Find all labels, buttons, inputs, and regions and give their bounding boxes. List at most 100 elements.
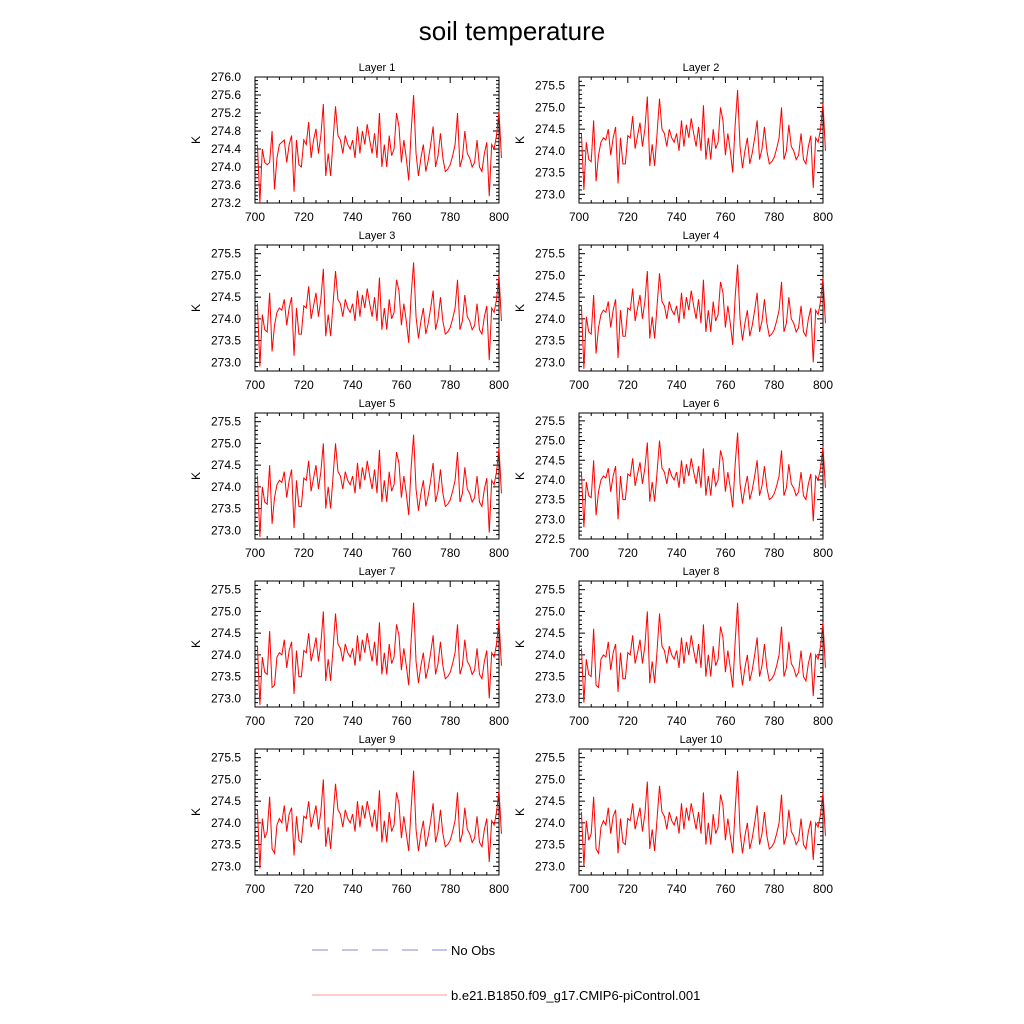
x-tick-label: 740 <box>343 882 363 896</box>
panel-title: Layer 8 <box>683 566 720 578</box>
x-tick-label: 780 <box>440 546 460 560</box>
x-tick-label: 800 <box>489 882 509 896</box>
y-tick-label: 273.6 <box>211 178 241 192</box>
x-tick-label: 760 <box>391 882 411 896</box>
y-tick-label: 273.5 <box>211 670 241 684</box>
panel-title: Layer 1 <box>359 62 396 74</box>
y-tick-label: 275.5 <box>211 751 241 765</box>
y-axis-label: K <box>189 304 203 312</box>
y-tick-label: 274.5 <box>211 626 241 640</box>
panel-layer-3: Layer 3 K 700 720 740 760 780 800 273.0 273.5 274.… <box>189 230 509 392</box>
y-tick-label: 273.5 <box>211 334 241 348</box>
panel-title: Layer 4 <box>683 230 720 242</box>
y-tick-label: 274.5 <box>211 458 241 472</box>
y-tick-label: 275.2 <box>211 106 241 120</box>
panel-title: Layer 9 <box>359 734 396 746</box>
x-tick-label: 800 <box>489 378 509 392</box>
y-tick-label: 274.0 <box>211 312 241 326</box>
y-tick-label: 275.0 <box>535 100 565 114</box>
panel-layer-6: Layer 6 K 700 720 740 760 780 800 272.5 273.0 273.… <box>513 398 833 560</box>
panel-layer-8: Layer 8 K 700 720 740 760 780 800 273.0 273.5 274.… <box>513 566 833 728</box>
x-tick-label: 740 <box>343 546 363 560</box>
x-tick-label: 740 <box>667 378 687 392</box>
panel-title: Layer 5 <box>359 398 396 410</box>
y-tick-label: 274.0 <box>535 312 565 326</box>
x-tick-label: 800 <box>813 882 833 896</box>
y-tick-label: 275.5 <box>211 247 241 261</box>
x-tick-label: 720 <box>618 210 638 224</box>
series-line <box>580 770 826 867</box>
x-tick-label: 760 <box>715 714 735 728</box>
y-tick-label: 274.0 <box>211 160 241 174</box>
y-tick-label: 274.0 <box>211 648 241 662</box>
x-tick-label: 800 <box>813 714 833 728</box>
y-tick-label: 273.0 <box>535 859 565 873</box>
x-tick-label: 800 <box>489 546 509 560</box>
y-tick-label: 274.5 <box>535 290 565 304</box>
y-axis-label: K <box>189 640 203 648</box>
x-tick-label: 740 <box>667 546 687 560</box>
panel-layer-9: Layer 9 K 700 720 740 760 780 800 273.0 273.5 274.… <box>189 734 509 896</box>
x-tick-label: 740 <box>667 882 687 896</box>
x-tick-label: 720 <box>294 882 314 896</box>
y-tick-label: 274.5 <box>535 122 565 136</box>
panel-layer-10: Layer 10 K 700 720 740 760 780 800 273.0 273.5 274… <box>513 734 833 896</box>
y-axis-label: K <box>513 808 527 816</box>
y-tick-label: 275.0 <box>535 604 565 618</box>
series-line <box>580 89 826 190</box>
y-tick-label: 274.8 <box>211 124 241 138</box>
x-tick-label: 780 <box>764 882 784 896</box>
y-tick-label: 275.5 <box>535 414 565 428</box>
y-tick-label: 276.0 <box>211 70 241 84</box>
x-tick-label: 760 <box>715 882 735 896</box>
y-tick-label: 275.0 <box>535 434 565 448</box>
panel-layer-2: Layer 2 K 700 720 740 760 780 800 273.0 273.5 274.… <box>513 62 833 224</box>
x-tick-label: 720 <box>294 378 314 392</box>
y-tick-label: 275.5 <box>535 583 565 597</box>
x-tick-label: 740 <box>667 210 687 224</box>
x-tick-label: 740 <box>667 714 687 728</box>
x-tick-label: 780 <box>440 378 460 392</box>
x-tick-label: 720 <box>618 714 638 728</box>
x-tick-label: 780 <box>764 210 784 224</box>
y-tick-label: 274.0 <box>535 648 565 662</box>
x-tick-label: 700 <box>245 546 265 560</box>
y-axis-label: K <box>513 136 527 144</box>
x-tick-label: 740 <box>343 714 363 728</box>
y-tick-label: 273.0 <box>211 355 241 369</box>
x-tick-label: 760 <box>391 714 411 728</box>
y-axis-label: K <box>189 472 203 480</box>
panel-layer-5: Layer 5 K 700 720 740 760 780 800 273.0 273.5 274.… <box>189 398 509 560</box>
legend: No Obs b.e21.B1850.f09_g17.CMIP6-piContr… <box>312 943 700 1003</box>
y-tick-label: 274.0 <box>535 473 565 487</box>
x-tick-label: 760 <box>715 546 735 560</box>
x-tick-label: 700 <box>569 882 589 896</box>
legend-obs-label: No Obs <box>451 943 496 958</box>
x-tick-label: 700 <box>245 210 265 224</box>
y-tick-label: 273.5 <box>535 166 565 180</box>
x-tick-label: 800 <box>813 210 833 224</box>
x-tick-label: 720 <box>294 546 314 560</box>
series-line <box>580 602 826 703</box>
y-tick-label: 275.0 <box>211 268 241 282</box>
x-tick-label: 800 <box>813 546 833 560</box>
chart-title: soil temperature <box>419 16 605 46</box>
x-tick-label: 700 <box>245 378 265 392</box>
y-axis-label: K <box>513 640 527 648</box>
y-tick-label: 273.5 <box>535 838 565 852</box>
y-tick-label: 273.0 <box>535 691 565 705</box>
y-axis-label: K <box>513 472 527 480</box>
y-tick-label: 275.5 <box>535 79 565 93</box>
y-tick-label: 275.5 <box>535 751 565 765</box>
y-tick-label: 273.5 <box>535 670 565 684</box>
x-tick-label: 740 <box>343 210 363 224</box>
x-tick-label: 760 <box>391 210 411 224</box>
x-tick-label: 780 <box>764 546 784 560</box>
y-tick-label: 275.6 <box>211 88 241 102</box>
y-tick-label: 275.0 <box>535 268 565 282</box>
y-tick-label: 275.0 <box>211 772 241 786</box>
panel-layer-7: Layer 7 K 700 720 740 760 780 800 273.0 273.5 274.… <box>189 566 509 728</box>
y-tick-label: 274.0 <box>211 816 241 830</box>
series-line <box>580 432 826 528</box>
x-tick-label: 700 <box>569 210 589 224</box>
